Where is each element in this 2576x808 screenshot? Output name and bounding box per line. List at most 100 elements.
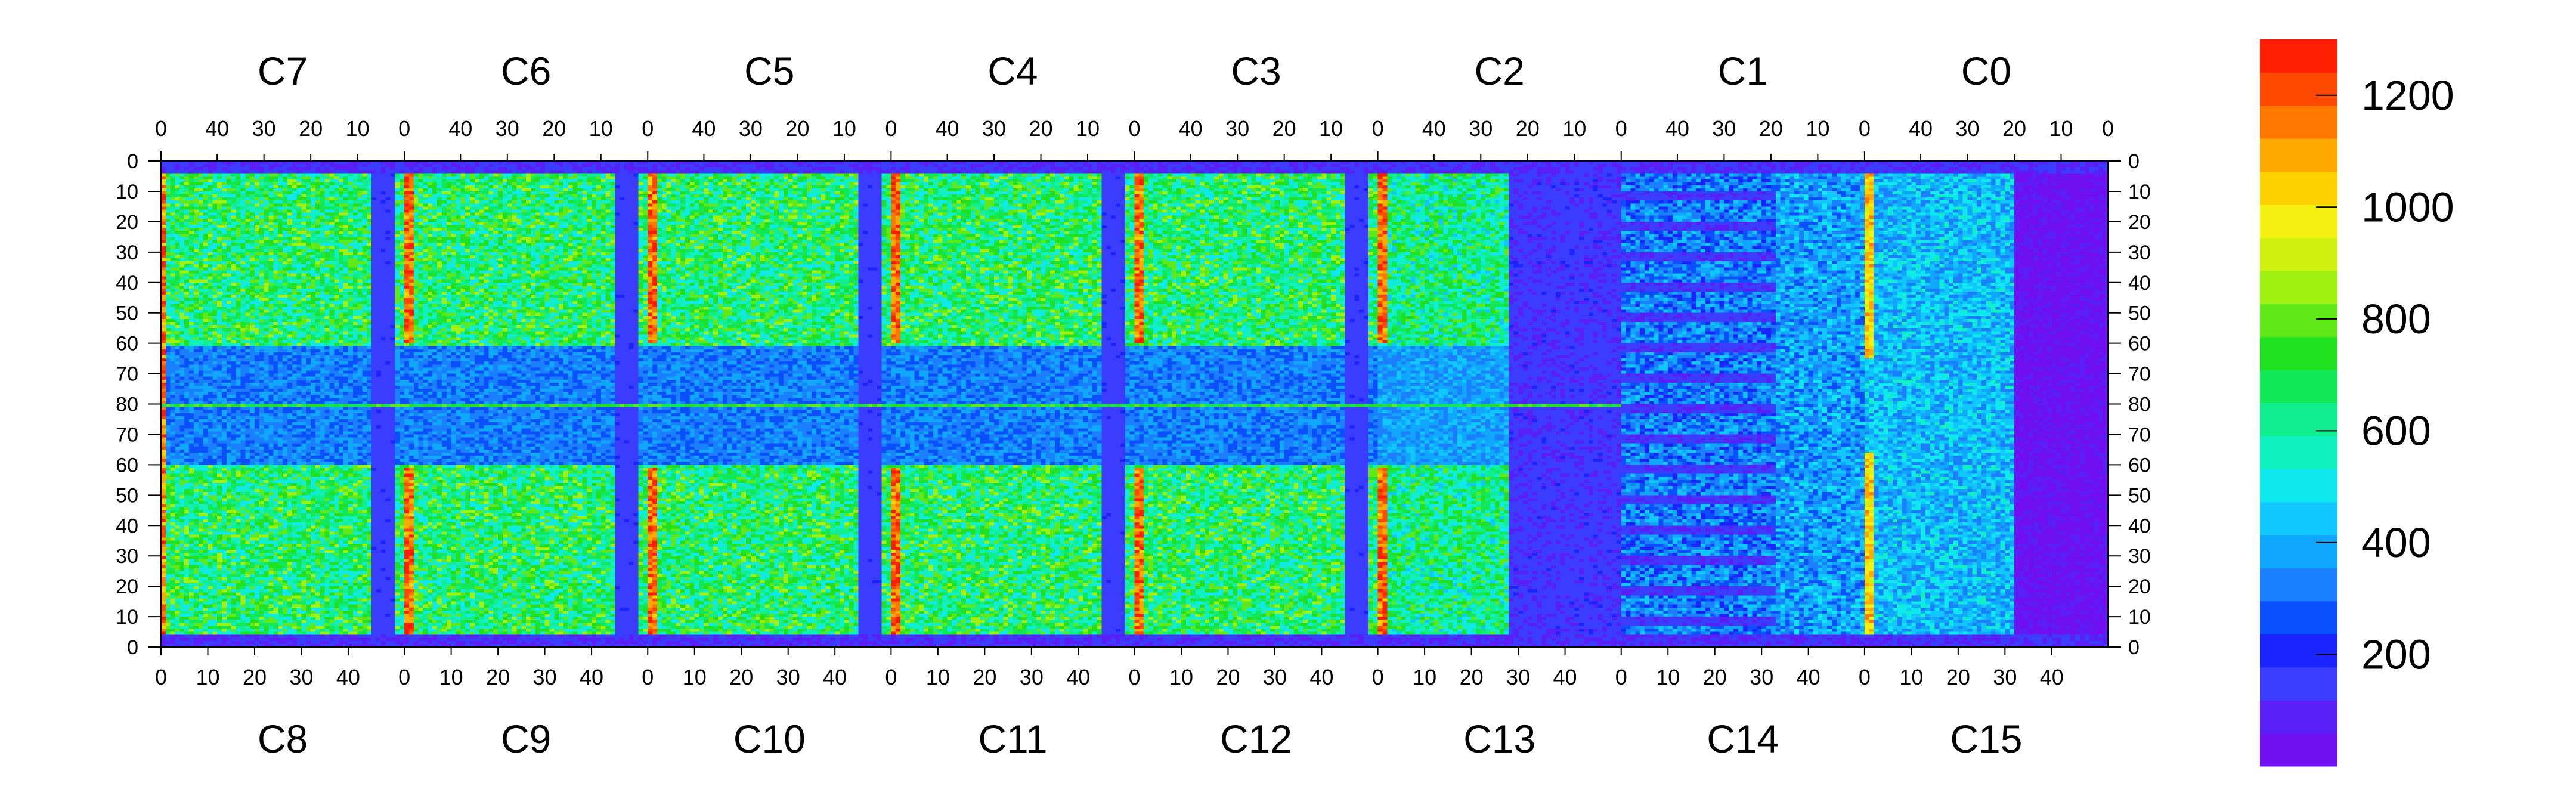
right-tick-label: 0 — [2128, 150, 2140, 173]
bottom-tick-label: 20 — [1946, 665, 1970, 689]
top-tick-label: 30 — [1956, 116, 1980, 141]
top-tick-label: 10 — [1806, 116, 1829, 141]
bottom-tick-label: 30 — [1506, 665, 1530, 689]
bottom-tick-label: 20 — [486, 665, 510, 689]
right-tick-label: 20 — [2128, 575, 2151, 598]
color-scale-swatch — [2260, 370, 2337, 403]
bottom-tick-label: 40 — [823, 665, 847, 689]
top-tick-label: 40 — [1422, 116, 1446, 141]
color-scale-swatch — [2260, 535, 2337, 569]
color-scale-ticks: 200 400 600 800 1000 1200 — [2316, 72, 2454, 677]
chip-label-top: C1 — [1718, 49, 1768, 93]
bottom-tick-label: 0 — [642, 665, 654, 689]
color-scale-label: 600 — [2361, 407, 2431, 454]
top-tick-label: 40 — [205, 116, 229, 141]
bottom-tick-label: 0 — [398, 665, 410, 689]
bottom-tick-label: 10 — [1413, 665, 1436, 689]
bottom-tick-label: 30 — [1750, 665, 1773, 689]
axis-left: 0 10 20 30 40 50 60 70 80 70 60 50 40 30 20 10 0 — [116, 150, 161, 659]
left-tick-label: 60 — [116, 333, 138, 355]
left-tick-label: 80 — [116, 394, 138, 416]
left-tick-label: 50 — [116, 302, 138, 325]
bottom-tick-label: 30 — [1993, 665, 2017, 689]
top-tick-label: 30 — [982, 116, 1006, 141]
bottom-tick-label: 10 — [1656, 665, 1680, 689]
left-tick-label: 10 — [116, 606, 138, 629]
bottom-tick-label: 20 — [729, 665, 753, 689]
top-tick-label: 40 — [692, 116, 716, 141]
chip-label-bottom: C13 — [1463, 717, 1535, 761]
top-tick-label: 10 — [1319, 116, 1343, 141]
right-tick-label: 40 — [2128, 272, 2151, 295]
top-tick-label: 40 — [1665, 116, 1689, 141]
chip-label-top: C3 — [1231, 49, 1281, 93]
color-scale-bar — [2260, 39, 2337, 767]
color-scale-label: 1200 — [2361, 72, 2454, 119]
color-scale-swatch — [2260, 237, 2337, 271]
chip-label-top: C5 — [744, 49, 794, 93]
right-tick-label: 40 — [2128, 515, 2151, 537]
axis-bottom: 0 10 20 30 40 0 10 20 30 40 0 10 20 30 40 0 10 20 30 40 0 10 2… — [155, 647, 2064, 689]
color-scale-swatch — [2260, 469, 2337, 503]
top-tick-label: 30 — [1469, 116, 1493, 141]
bottom-tick-label: 40 — [1066, 665, 1090, 689]
left-tick-label: 60 — [116, 454, 138, 476]
color-scale-swatch — [2260, 270, 2337, 304]
heatmap-cells — [161, 161, 2108, 647]
chip-label-top: C2 — [1475, 49, 1525, 93]
chip-label-bottom: C10 — [733, 717, 806, 761]
top-tick-label: 0 — [1372, 116, 1384, 141]
color-scale-swatch — [2260, 336, 2337, 370]
color-scale-label: 400 — [2361, 519, 2431, 566]
top-tick-label: 20 — [2002, 116, 2026, 141]
top-tick-label: 30 — [1712, 116, 1736, 141]
top-tick-label: 10 — [589, 116, 613, 141]
left-tick-label: 20 — [116, 211, 138, 234]
bottom-tick-label: 30 — [1263, 665, 1287, 689]
top-tick-label: 0 — [642, 116, 654, 141]
top-tick-label: 20 — [1516, 116, 1540, 141]
heatmap-image — [160, 160, 2109, 648]
bottom-tick-label: 20 — [243, 665, 267, 689]
bottom-tick-label: 20 — [1216, 665, 1240, 689]
bottom-tick-label: 40 — [1309, 665, 1333, 689]
top-tick-label: 0 — [1615, 116, 1627, 141]
bottom-tick-label: 40 — [2040, 665, 2064, 689]
color-scale-swatch — [2260, 600, 2337, 634]
left-tick-label: 10 — [116, 181, 138, 203]
top-tick-label: 20 — [1272, 116, 1296, 141]
bottom-tick-label: 30 — [533, 665, 557, 689]
chip-label-bottom: C12 — [1220, 717, 1292, 761]
bottom-tick-label: 10 — [1899, 665, 1923, 689]
left-tick-label: 0 — [127, 636, 138, 659]
top-tick-label: 10 — [832, 116, 856, 141]
bottom-tick-label: 0 — [1859, 665, 1871, 689]
chip-labels-top: C7 C6 C5 C4 C3 C2 C1 C0 — [258, 49, 2011, 93]
bottom-tick-label: 30 — [776, 665, 800, 689]
chip-label-bottom: C9 — [501, 717, 551, 761]
left-tick-label: 70 — [116, 363, 138, 386]
bottom-tick-label: 0 — [155, 665, 167, 689]
bottom-tick-label: 10 — [1169, 665, 1193, 689]
top-tick-label: 20 — [299, 116, 323, 141]
right-tick-label: 70 — [2128, 423, 2151, 446]
top-tick-label: 20 — [1029, 116, 1053, 141]
bottom-tick-label: 10 — [439, 665, 463, 689]
bottom-tick-label: 10 — [683, 665, 707, 689]
bottom-tick-label: 40 — [1797, 665, 1820, 689]
top-tick-label: 20 — [1759, 116, 1783, 141]
left-tick-label: 30 — [116, 545, 138, 568]
right-tick-label: 30 — [2128, 545, 2151, 568]
top-tick-label: 30 — [496, 116, 519, 141]
left-tick-label: 30 — [116, 242, 138, 264]
top-tick-label: 0 — [155, 116, 167, 141]
top-tick-label: 20 — [785, 116, 809, 141]
color-scale-label: 1000 — [2361, 184, 2454, 230]
bottom-tick-label: 40 — [580, 665, 603, 689]
left-tick-label: 0 — [127, 150, 138, 173]
chip-label-bottom: C14 — [1707, 717, 1779, 761]
bottom-tick-label: 30 — [289, 665, 313, 689]
chip-label-top: C0 — [1961, 49, 2011, 93]
